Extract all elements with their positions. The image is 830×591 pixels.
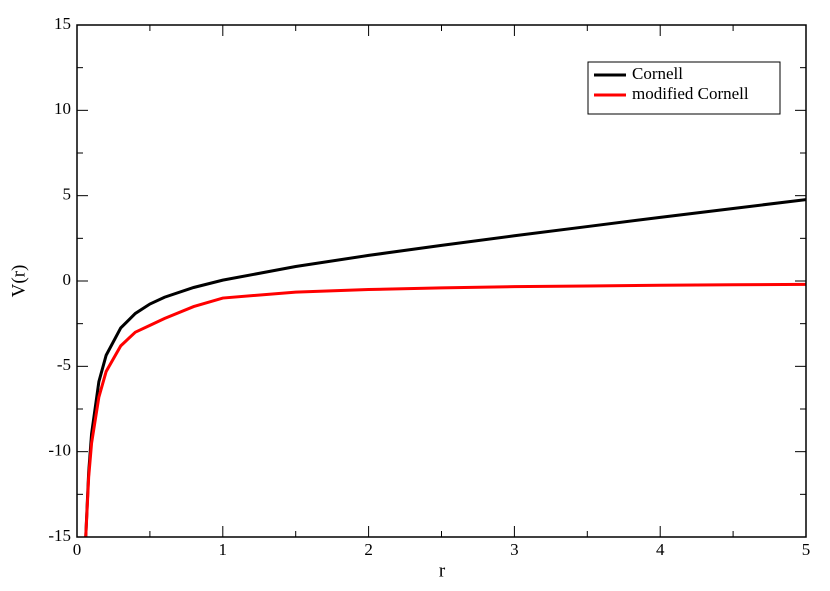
plot-frame [76, 24, 807, 538]
legend-box [587, 61, 781, 115]
y-axis-label: V(r) [8, 265, 29, 298]
data-line [84, 282, 806, 537]
y-tick-label: 0 [63, 270, 72, 289]
y-tick-label: -5 [57, 355, 71, 374]
x-axis-label: r [439, 560, 446, 581]
legend-label: modified Cornell [632, 84, 749, 103]
x-tick-label: 0 [73, 540, 82, 559]
y-tick-label: 10 [54, 99, 71, 118]
x-tick-label: 1 [219, 540, 228, 559]
x-tick-label: 4 [656, 540, 665, 559]
x-tick-label: 2 [364, 540, 373, 559]
data-line [84, 198, 806, 537]
y-tick-label: -10 [48, 441, 71, 460]
y-tick-label: -15 [48, 526, 71, 545]
x-tick-label: 3 [510, 540, 519, 559]
y-tick-label: 15 [54, 14, 71, 33]
y-tick-label: 5 [63, 185, 72, 204]
legend-label: Cornell [632, 64, 683, 83]
x-tick-label: 5 [802, 540, 811, 559]
